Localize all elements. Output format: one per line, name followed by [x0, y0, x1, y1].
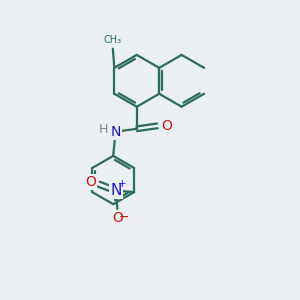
Text: H: H [98, 124, 108, 136]
Text: O: O [85, 175, 96, 189]
Text: −: − [118, 211, 129, 224]
Text: CH₃: CH₃ [104, 35, 122, 45]
Text: O: O [112, 211, 123, 225]
Text: N: N [110, 183, 122, 198]
Text: +: + [118, 179, 127, 189]
Text: O: O [161, 119, 172, 133]
Text: N: N [110, 125, 121, 139]
